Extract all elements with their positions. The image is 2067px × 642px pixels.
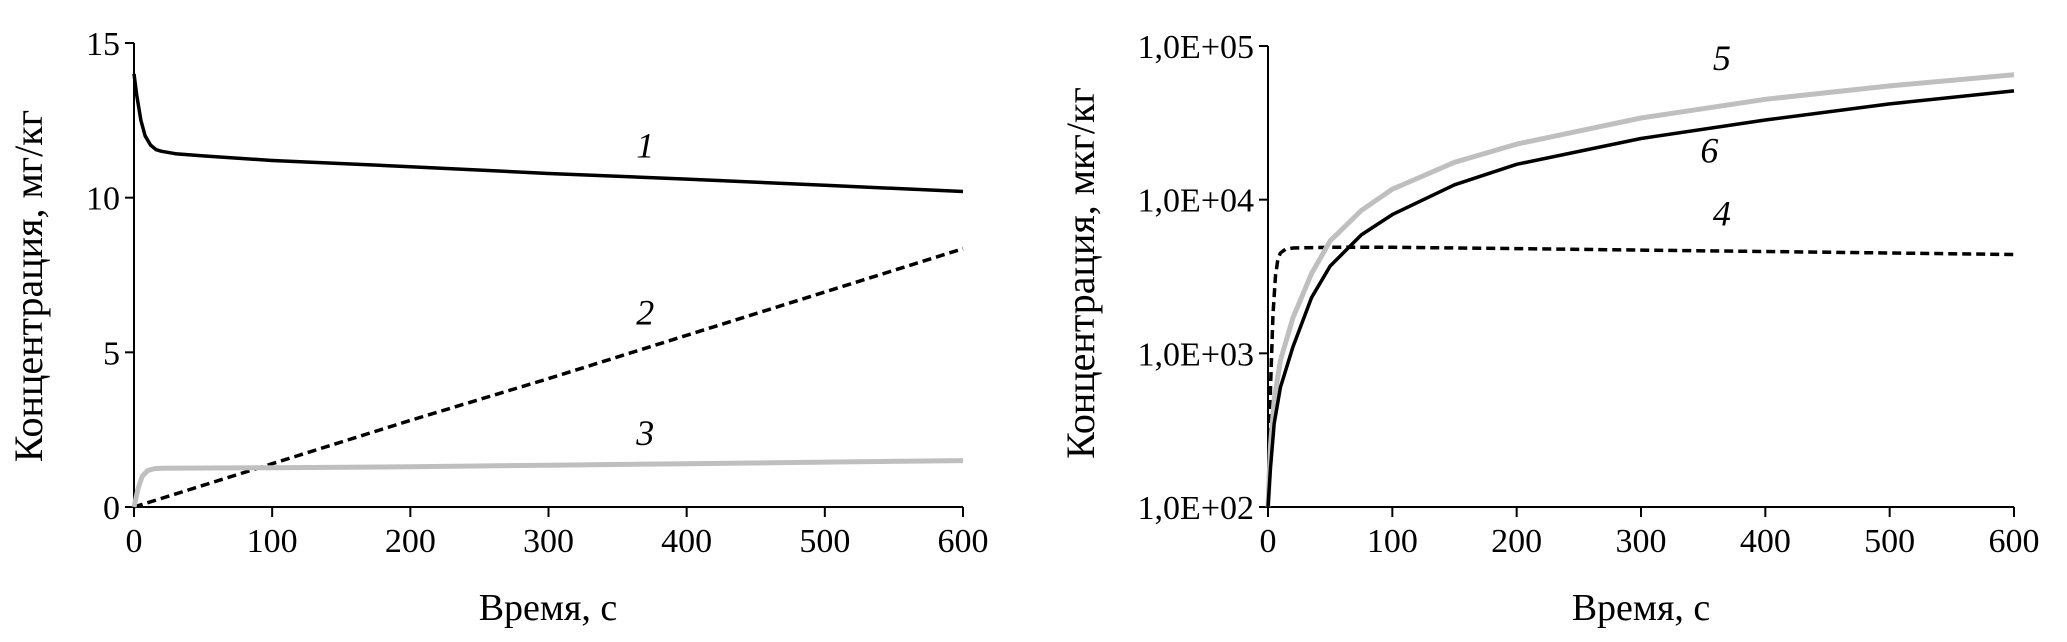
curve-label-4: 4 <box>1713 193 1731 233</box>
x-axis-title: Время, с <box>479 587 618 629</box>
x-tick-label: 500 <box>799 523 850 560</box>
y-tick-label: 5 <box>103 335 120 372</box>
x-tick-label: 200 <box>385 523 436 560</box>
series-line-1 <box>132 73 964 194</box>
y-axis-title: Концентрация, мг/кг <box>6 110 51 462</box>
x-tick-label: 0 <box>126 523 143 560</box>
x-tick-label: 500 <box>1864 523 1915 560</box>
series-line-4 <box>1266 245 2015 508</box>
y-tick-label: 1,0E+04 <box>1138 183 1254 220</box>
curve-label-5: 5 <box>1713 38 1731 78</box>
series-line-3 <box>131 458 964 508</box>
x-tick-label: 600 <box>1989 523 2040 560</box>
x-axis-title: Время, с <box>1572 587 1711 629</box>
series-line-5 <box>1265 72 2015 508</box>
x-tick-label: 0 <box>1260 523 1277 560</box>
y-tick-label: 1,0E+03 <box>1138 336 1254 373</box>
x-tick-label: 400 <box>661 523 712 560</box>
curve-label-2: 2 <box>636 292 654 332</box>
x-tick-label: 200 <box>1491 523 1542 560</box>
x-tick-label: 300 <box>1616 523 1667 560</box>
curve-label-6: 6 <box>1700 130 1718 170</box>
x-tick-label: 400 <box>1740 523 1791 560</box>
curve-label-1: 1 <box>636 125 654 165</box>
y-tick-label: 1,0E+02 <box>1138 490 1254 527</box>
x-tick-label: 100 <box>1367 523 1418 560</box>
series-line-2 <box>133 247 964 509</box>
series-line-6 <box>1266 89 2015 508</box>
left-chart-panel: Время, с Концентрация, мг/кг 0 100 200 300 4… <box>6 26 989 629</box>
x-tick-label: 300 <box>523 523 574 560</box>
y-tick-label: 10 <box>86 181 120 218</box>
x-tick-label: 100 <box>247 523 298 560</box>
right-chart-panel: Время, с Концентрация, мкг/кг 0 100 200 300… <box>1058 29 2040 629</box>
y-tick-label: 0 <box>103 490 120 527</box>
y-tick-label: 15 <box>86 26 120 63</box>
y-tick-label: 1,0E+05 <box>1138 29 1254 66</box>
x-tick-label: 600 <box>938 523 989 560</box>
y-axis-title: Концентрация, мкг/кг <box>1058 87 1103 459</box>
curve-label-3: 3 <box>635 413 654 453</box>
